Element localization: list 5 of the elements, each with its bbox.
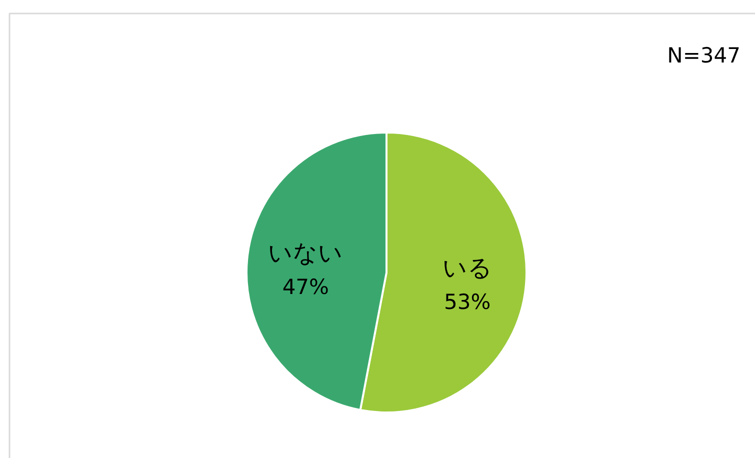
data-label: 53% (444, 290, 491, 314)
data-label: 47% (282, 274, 330, 299)
slice-label: いる (442, 254, 492, 282)
slice-label: いない (268, 238, 344, 267)
text: N=347 (667, 44, 741, 68)
